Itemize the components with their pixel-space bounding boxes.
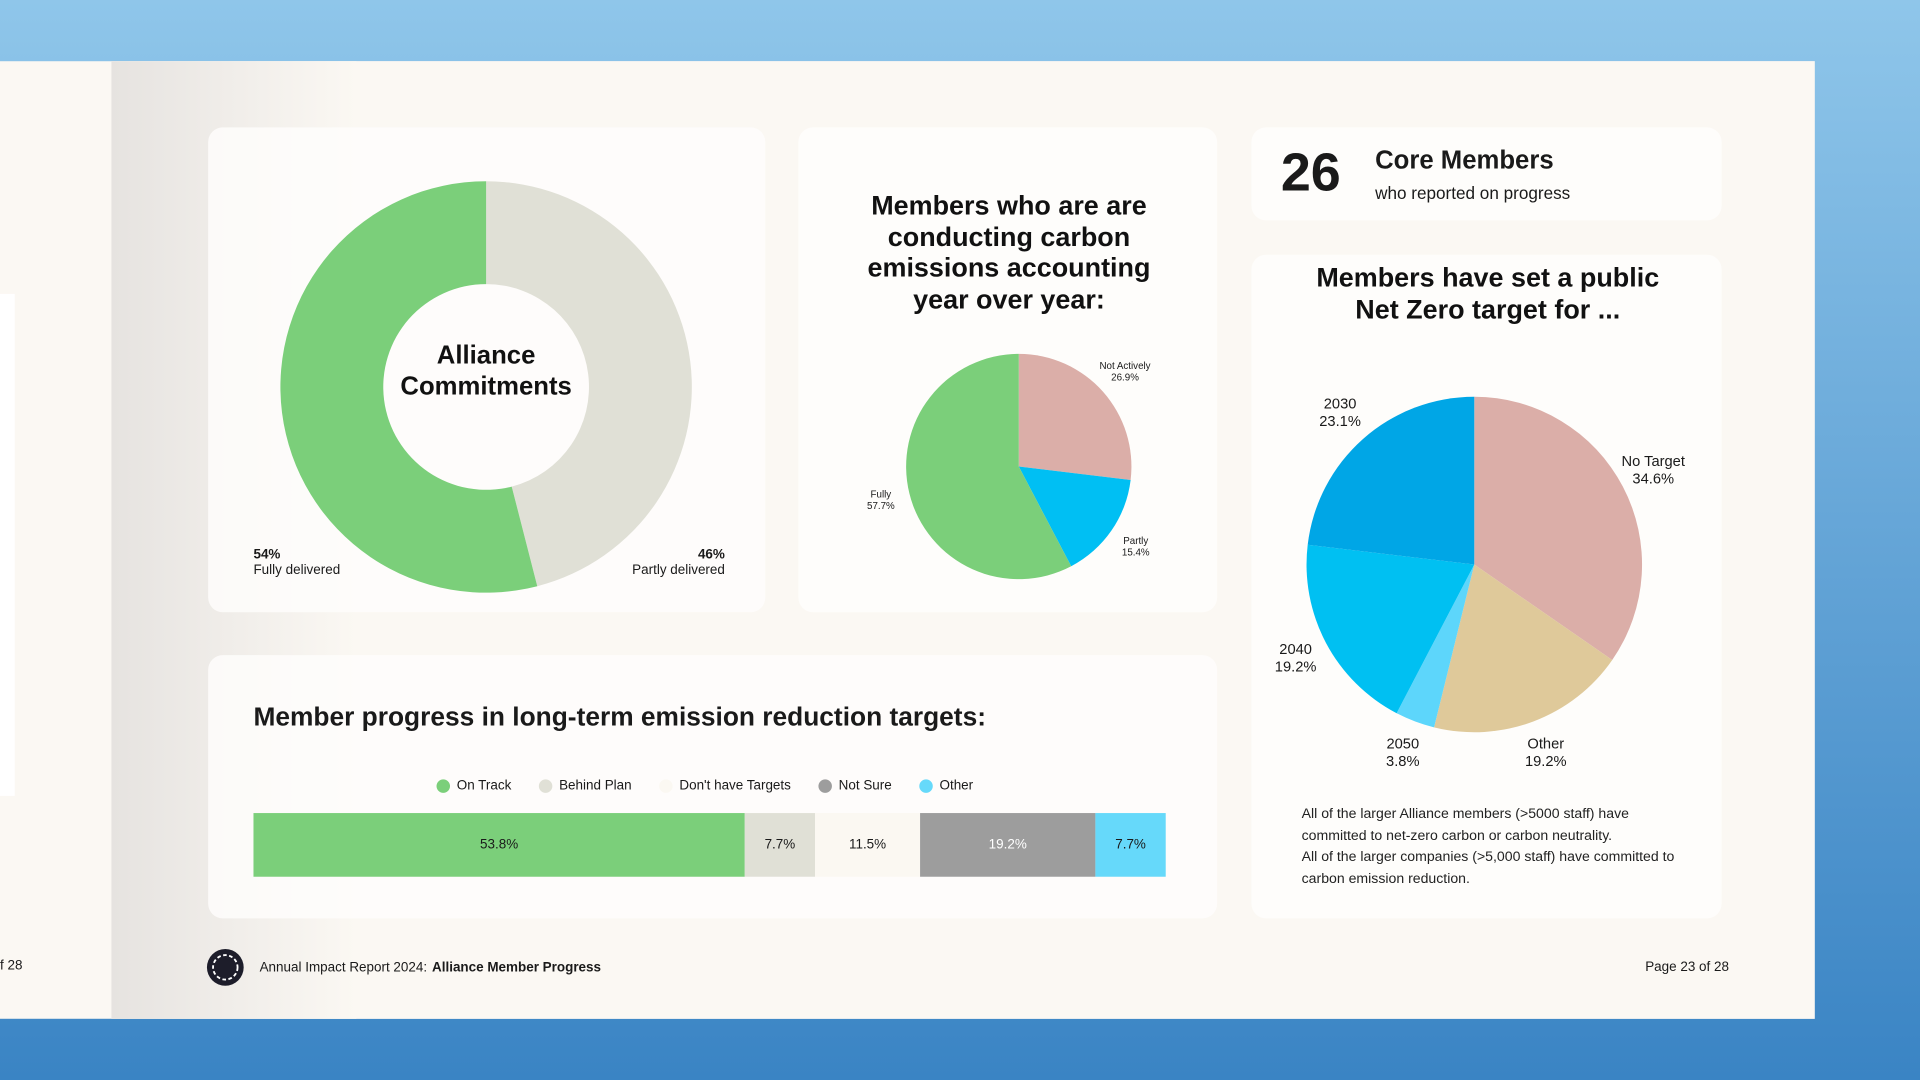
bar-segment <box>253 813 745 877</box>
pie-slice <box>906 353 1072 580</box>
bar-segment <box>1095 813 1166 877</box>
category-label: Partly delivered <box>632 562 725 577</box>
legend-label: Behind Plan <box>559 778 632 793</box>
logo-mark <box>212 954 239 981</box>
category-label: Fully delivered <box>253 562 340 577</box>
legend-marker <box>538 779 553 793</box>
category-label: 2050 <box>1386 737 1419 753</box>
prev-slide-card <box>0 293 15 796</box>
footer-section: Alliance Member Progress <box>432 959 601 974</box>
stat-title: Core Members <box>1375 146 1554 174</box>
value-label: 3.8% <box>1386 754 1419 770</box>
donut-title: Alliance Commitments <box>400 341 572 401</box>
donut-title-box: Alliance Commitments <box>400 341 572 401</box>
category-label: No Target <box>1622 454 1685 470</box>
page-number: Page 23 of 28 <box>1645 959 1729 974</box>
bar-segment <box>744 813 816 877</box>
pie-title: Members who are are conducting carbon em… <box>867 189 1151 315</box>
legend-marker <box>919 779 933 793</box>
bar-segment <box>920 813 1096 877</box>
value-label: 23.1% <box>1319 414 1361 430</box>
category-label: Partly <box>1123 536 1148 547</box>
pie-slice <box>1474 396 1643 660</box>
pie-slice <box>1018 353 1132 480</box>
legend-label: Other <box>940 778 974 793</box>
pie-title-box: Members have set a public Net Zero targe… <box>1316 262 1660 324</box>
pie-slice <box>1306 544 1475 714</box>
stat-subtitle: who reported on progress <box>1374 183 1570 203</box>
legend-label: Not Sure <box>839 778 892 793</box>
pie-slice <box>1018 466 1131 567</box>
value-label: 34.6% <box>1632 471 1674 487</box>
note-line: All of the larger companies (>5,000 staf… <box>1301 849 1675 886</box>
bar-title: Member progress in long-term emission re… <box>253 702 986 732</box>
category-label: Not Actively <box>1099 361 1150 372</box>
legend-label: On Track <box>457 778 512 793</box>
pie-slice <box>1434 564 1613 733</box>
value-label: 26.9% <box>1111 373 1139 384</box>
note: All of the larger Alliance members (>500… <box>1302 804 1682 890</box>
stat-number: 26 <box>1281 143 1341 203</box>
value-label: 57.7% <box>867 501 895 512</box>
prev-page-number: f 28 <box>0 958 22 973</box>
value-label: 7.7% <box>765 836 796 851</box>
value-label: 46% <box>698 546 725 561</box>
value-label: 54% <box>253 546 280 561</box>
value-label: 19.2% <box>1275 660 1317 676</box>
value-label: 19.2% <box>989 836 1027 851</box>
pie-title: Members have set a public Net Zero targe… <box>1316 262 1660 324</box>
value-label: 53.8% <box>480 836 518 851</box>
value-label: 11.5% <box>849 836 886 851</box>
legend-marker <box>436 779 450 793</box>
pie-slice <box>1307 396 1475 565</box>
legend-marker <box>818 779 832 793</box>
card <box>1251 127 1722 221</box>
category-label: 2040 <box>1279 642 1312 658</box>
category-label: 2030 <box>1324 397 1357 413</box>
donut-segment <box>280 181 538 593</box>
pie-title-box: Members who are are conducting carbon em… <box>867 189 1151 315</box>
value-label: 15.4% <box>1122 548 1150 559</box>
footer-report: Annual Impact Report 2024: <box>260 959 428 974</box>
category-label: Other <box>1527 737 1564 753</box>
value-label: 7.7% <box>1115 836 1146 851</box>
donut-segment <box>486 181 692 587</box>
legend-label: Don't have Targets <box>679 778 791 793</box>
bar-segment <box>815 813 921 877</box>
legend-marker <box>659 779 673 793</box>
value-label: 19.2% <box>1525 754 1567 770</box>
note-box: All of the larger Alliance members (>500… <box>1302 804 1682 890</box>
pie-slice <box>1396 564 1475 728</box>
footer-text: Annual Impact Report 2024: Alliance Membe… <box>260 959 601 974</box>
note-line: All of the larger Alliance members (>500… <box>1301 806 1629 844</box>
category-label: Fully <box>871 489 892 500</box>
